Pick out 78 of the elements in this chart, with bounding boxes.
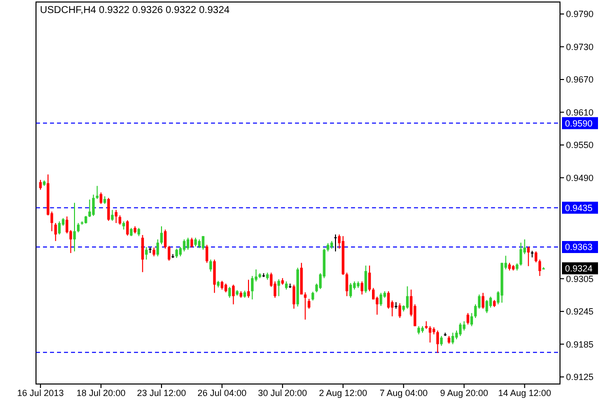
text: 0.9324 <box>565 263 593 274</box>
candlestick <box>58 220 61 235</box>
ref-line-label: 0.9590 <box>565 118 593 128</box>
candlestick <box>466 312 470 326</box>
candlestick <box>462 320 466 332</box>
candlestick <box>88 199 91 218</box>
candlestick <box>534 250 538 263</box>
x-tick-label: 9 Aug 20:00 <box>440 388 488 398</box>
x-tick-label: 26 Jul 04:00 <box>198 388 247 398</box>
y-tick-label: 0.9305 <box>566 274 594 284</box>
candlestick <box>489 296 492 308</box>
candlestick <box>349 282 352 298</box>
candlestick <box>96 185 99 200</box>
x-tick-label: 2 Aug 12:00 <box>319 388 368 398</box>
candlestick <box>440 335 443 346</box>
candlestick <box>39 179 42 190</box>
candlestick <box>360 280 364 296</box>
candlestick <box>368 265 371 292</box>
candlestick <box>160 226 163 245</box>
candlestick <box>92 194 95 216</box>
candlestick <box>114 209 118 224</box>
candlestick <box>175 248 178 258</box>
candlestick <box>527 246 530 267</box>
candlestick <box>182 238 186 252</box>
candlestick <box>250 275 254 300</box>
y-tick-label: 0.9730 <box>566 42 594 52</box>
candlestick <box>485 299 488 314</box>
candlestick <box>292 284 296 310</box>
candlestick <box>277 278 280 297</box>
chart-title: USDCHF,H4 0.9322 0.9326 0.9322 0.9324 <box>40 5 230 16</box>
candlestick <box>156 238 160 257</box>
candlestick <box>186 237 190 250</box>
candlestick <box>141 234 144 273</box>
candlestick <box>232 284 235 305</box>
candlestick <box>406 286 409 310</box>
y-tick-label: 0.9610 <box>566 107 594 118</box>
candlestick <box>520 242 522 266</box>
candlestick <box>206 244 208 264</box>
candlestick <box>190 237 194 248</box>
candlestick <box>398 302 402 318</box>
candlestick <box>76 222 80 233</box>
candlestick <box>459 322 462 336</box>
y-tick-label: 0.9185 <box>566 339 594 350</box>
x-tick-label: 18 Jul 20:00 <box>76 388 126 398</box>
candlestick <box>334 234 337 252</box>
y-tick-label: 0.9245 <box>566 306 594 317</box>
candlestick <box>451 332 454 345</box>
x-tick-label: 16 Jul 2013 <box>17 388 64 398</box>
candlestick <box>209 259 212 272</box>
candlestick <box>364 265 368 294</box>
ref-line-label: 0.9435 <box>565 202 593 213</box>
candlestick <box>482 292 484 310</box>
candlestick <box>118 214 122 226</box>
candlestick <box>73 202 76 252</box>
y-tick-label: 0.9670 <box>566 74 594 85</box>
y-tick-label: 0.9790 <box>566 9 594 20</box>
y-tick-label: 0.9490 <box>566 172 594 183</box>
x-tick-label: 14 Aug 12:00 <box>498 388 552 398</box>
candlestick <box>308 298 310 310</box>
candlestick <box>538 259 542 276</box>
candlestick <box>54 222 57 242</box>
y-tick-label: 0.9125 <box>566 372 594 382</box>
candlestick <box>346 272 348 297</box>
candlestick <box>100 192 102 204</box>
candlestick <box>436 330 439 354</box>
candlestick <box>213 259 216 294</box>
candlestick <box>470 312 473 327</box>
x-tick-label: 23 Jul 12:00 <box>136 388 186 398</box>
x-tick-label: 30 Jul 20:00 <box>258 388 308 398</box>
candlestick <box>126 220 129 236</box>
y-tick-label: 0.9550 <box>566 140 594 150</box>
candlestick <box>107 197 110 222</box>
candlestick <box>247 279 250 298</box>
candlestick <box>228 286 231 298</box>
ref-line-label: 0.9363 <box>565 242 593 252</box>
candlestick <box>380 292 382 306</box>
candlestick <box>202 236 204 250</box>
x-tick-label: 7 Aug 04:00 <box>380 388 428 398</box>
